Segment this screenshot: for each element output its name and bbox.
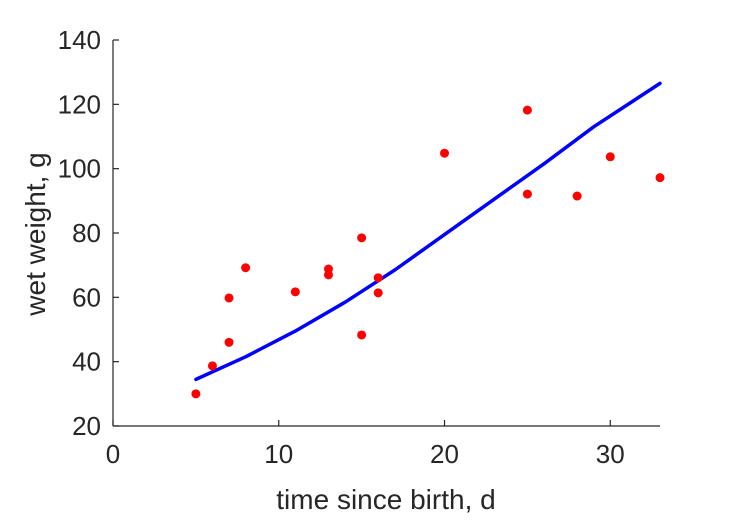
data-point [373, 288, 383, 298]
data-point [522, 105, 532, 115]
x-tick-label: 0 [106, 439, 120, 469]
fit-curve [194, 81, 662, 382]
data-point [224, 293, 234, 303]
data-point [241, 263, 251, 273]
y-tick-label: 20 [72, 411, 101, 441]
data-point [207, 361, 217, 371]
data-point [605, 152, 615, 162]
data-point [191, 389, 201, 399]
y-tick-label: 100 [58, 154, 101, 184]
data-point [290, 287, 300, 297]
y-tick-label: 40 [72, 347, 101, 377]
y-axis-label: wet weight, g [20, 152, 51, 316]
y-tick-label: 120 [58, 89, 101, 119]
x-tick-label: 20 [430, 439, 459, 469]
series-layer [191, 81, 665, 399]
x-axis-label: time since birth, d [276, 484, 495, 515]
data-point [323, 264, 333, 274]
y-tick-label: 140 [58, 25, 101, 55]
data-point [522, 189, 532, 199]
data-point [572, 191, 582, 201]
y-tick-label: 60 [72, 282, 101, 312]
data-point [373, 273, 383, 283]
data-point [357, 233, 367, 243]
x-tick-label: 30 [596, 439, 625, 469]
data-point [357, 330, 367, 340]
data-point [655, 173, 665, 183]
x-tick-label: 10 [264, 439, 293, 469]
ticks: 0 10 20 30 20 40 60 80 100 120 140 [58, 25, 625, 469]
y-tick-label: 80 [72, 218, 101, 248]
data-point [440, 148, 450, 158]
data-point [224, 337, 234, 347]
axes [112, 40, 660, 427]
